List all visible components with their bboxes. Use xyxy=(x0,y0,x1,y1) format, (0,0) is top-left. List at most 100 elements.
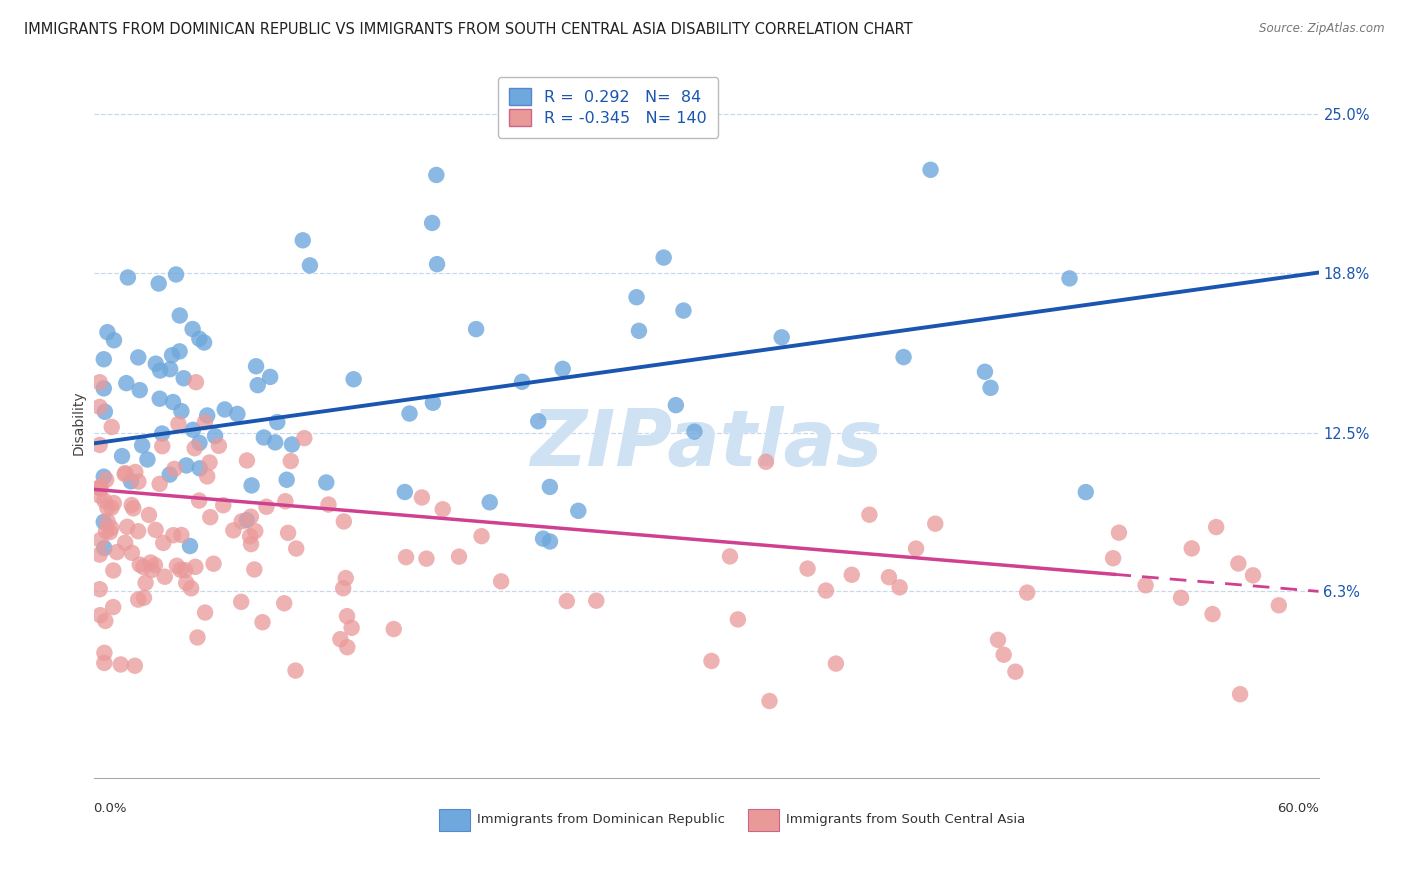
Point xyxy=(567,504,589,518)
Point xyxy=(89,582,111,597)
Point xyxy=(1102,551,1125,566)
Point xyxy=(152,536,174,550)
Point xyxy=(277,525,299,540)
Point xyxy=(245,359,267,374)
Text: 60.0%: 60.0% xyxy=(1277,802,1319,815)
Text: 0.0%: 0.0% xyxy=(94,802,127,815)
Point xyxy=(1135,578,1157,592)
Point xyxy=(89,375,111,389)
Point xyxy=(128,558,150,572)
Point xyxy=(652,251,675,265)
Point xyxy=(96,473,118,487)
Point xyxy=(551,362,574,376)
Point xyxy=(343,372,366,386)
Point xyxy=(128,383,150,397)
Point xyxy=(478,495,501,509)
Point xyxy=(103,333,125,347)
Point xyxy=(89,608,111,623)
Point xyxy=(245,524,267,538)
Point xyxy=(114,467,136,482)
Point xyxy=(89,481,111,495)
Text: Source: ZipAtlas.com: Source: ZipAtlas.com xyxy=(1260,22,1385,36)
Point xyxy=(100,420,122,434)
Point xyxy=(111,449,134,463)
Point xyxy=(253,430,276,444)
Point xyxy=(159,467,181,482)
Point xyxy=(555,594,578,608)
Point xyxy=(89,400,111,414)
Point xyxy=(195,409,218,423)
Point xyxy=(188,461,211,475)
Point xyxy=(193,335,215,350)
Point xyxy=(188,332,211,346)
Point xyxy=(291,233,314,247)
Point xyxy=(163,462,186,476)
Point xyxy=(987,632,1010,647)
Point xyxy=(186,631,208,645)
Point xyxy=(665,398,688,412)
Point xyxy=(89,548,111,562)
Point xyxy=(173,371,195,385)
Point xyxy=(150,439,173,453)
Point xyxy=(425,168,447,182)
Point xyxy=(132,560,155,574)
Point xyxy=(114,535,136,549)
Point xyxy=(93,656,115,670)
Point xyxy=(298,259,321,273)
Point xyxy=(254,500,277,514)
Point xyxy=(149,363,172,377)
Point xyxy=(432,502,454,516)
Point xyxy=(121,546,143,560)
Point xyxy=(893,350,915,364)
Point xyxy=(974,365,997,379)
Point xyxy=(94,614,117,628)
Point xyxy=(239,529,262,543)
Point xyxy=(90,481,112,495)
Point xyxy=(96,500,118,515)
Point xyxy=(382,622,405,636)
Point xyxy=(184,375,207,389)
Point xyxy=(280,454,302,468)
Point xyxy=(188,436,211,450)
Point xyxy=(335,571,357,585)
Point xyxy=(93,381,115,395)
Text: Immigrants from Dominican Republic: Immigrants from Dominican Republic xyxy=(477,813,725,826)
Point xyxy=(1017,585,1039,599)
Point xyxy=(98,525,121,540)
Point xyxy=(266,415,288,429)
Point xyxy=(274,494,297,508)
Point xyxy=(188,493,211,508)
Point xyxy=(796,561,818,575)
Point xyxy=(276,473,298,487)
Point xyxy=(285,541,308,556)
Point xyxy=(89,533,111,547)
Point xyxy=(166,558,188,573)
Point xyxy=(626,290,648,304)
Point xyxy=(124,658,146,673)
Point xyxy=(165,268,187,282)
Point xyxy=(89,438,111,452)
Text: IMMIGRANTS FROM DOMINICAN REPUBLIC VS IMMIGRANTS FROM SOUTH CENTRAL ASIA DISABIL: IMMIGRANTS FROM DOMINICAN REPUBLIC VS IM… xyxy=(24,22,912,37)
Point xyxy=(93,469,115,483)
Point xyxy=(120,475,142,489)
Point xyxy=(96,325,118,339)
Y-axis label: Disability: Disability xyxy=(72,391,86,455)
Point xyxy=(122,501,145,516)
Point xyxy=(415,551,437,566)
Point xyxy=(101,600,124,615)
Text: ZIPatlas: ZIPatlas xyxy=(530,406,882,483)
Point xyxy=(121,498,143,512)
Point xyxy=(149,476,172,491)
Point xyxy=(115,520,138,534)
Point xyxy=(117,270,139,285)
Point xyxy=(858,508,880,522)
Point xyxy=(235,513,257,527)
Point xyxy=(252,615,274,630)
Point xyxy=(426,257,449,271)
Point xyxy=(394,485,416,500)
Point xyxy=(202,557,225,571)
Point xyxy=(145,523,167,537)
Point xyxy=(336,640,359,655)
Point xyxy=(115,376,138,391)
Point xyxy=(333,515,356,529)
